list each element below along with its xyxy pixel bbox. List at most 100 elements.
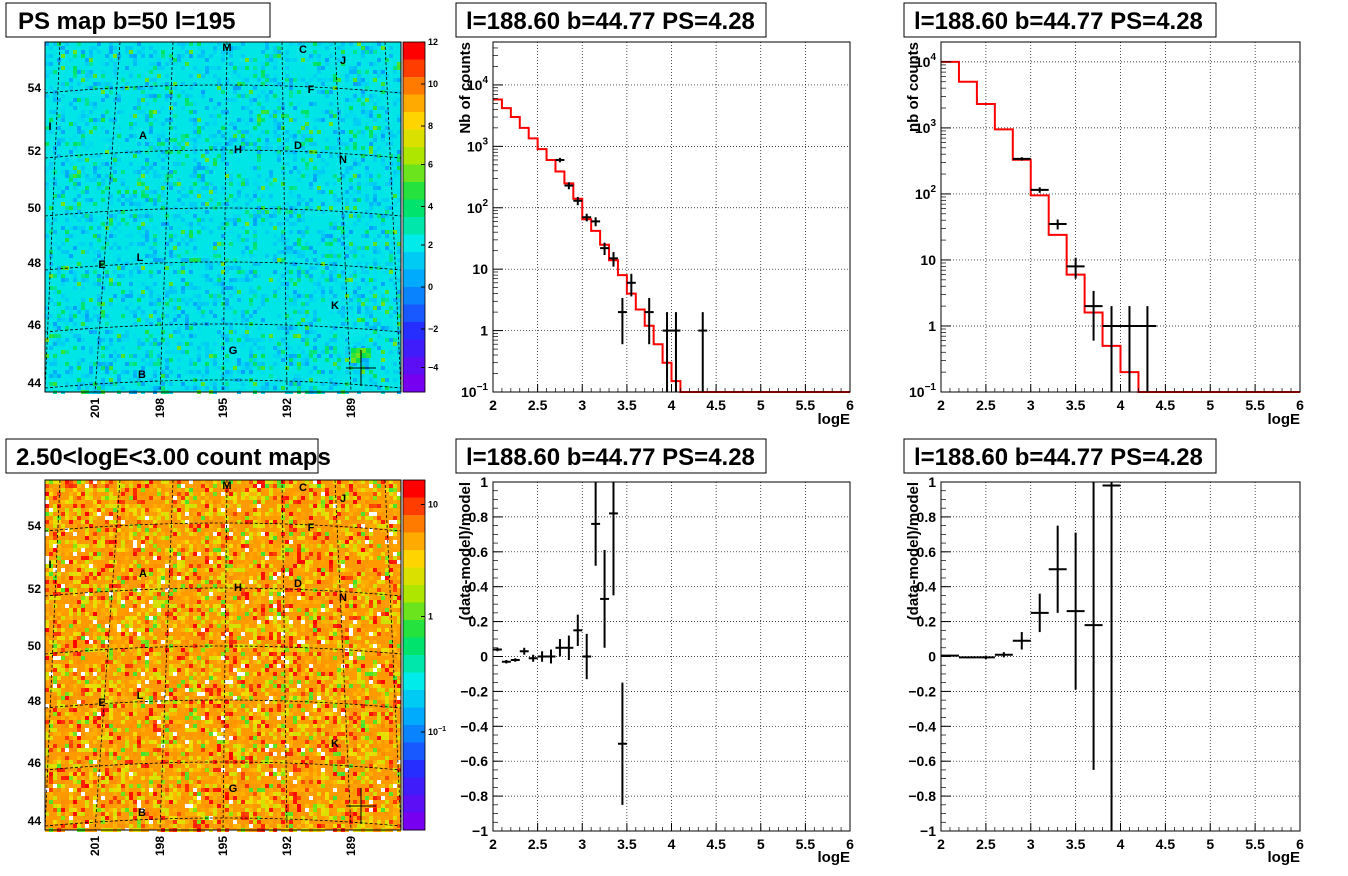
map1-cell: [117, 382, 121, 386]
map1-cell: [197, 386, 201, 390]
map1-cell: [309, 102, 313, 106]
map1-cell: [209, 54, 213, 58]
map1-cell: [105, 186, 109, 190]
map1-cell: [337, 78, 341, 82]
map1-cell: [137, 110, 141, 114]
map1-cell: [185, 246, 189, 250]
map1-cell: [301, 378, 305, 382]
map1-cell: [381, 46, 385, 50]
map1-cell: [101, 366, 105, 370]
map1-cell: [393, 102, 397, 106]
map2-cell: [221, 572, 225, 576]
map1-cell: [77, 98, 81, 102]
map1-cell: [53, 198, 57, 202]
map1-cell: [361, 154, 365, 158]
map2-cell: [85, 524, 89, 528]
map1-cell: [213, 358, 217, 362]
count-map-title: 2.50<logE<3.00 count maps: [16, 444, 331, 471]
map1-cell: [313, 102, 317, 106]
map1-cell: [173, 102, 177, 106]
map1-cell: [249, 338, 253, 342]
map1-cell: [77, 202, 81, 206]
map1-cell: [193, 82, 197, 86]
p2-point-6: [609, 252, 618, 267]
map2-cell: [161, 568, 165, 572]
map1-cell: [385, 130, 389, 134]
map1-cell: [81, 142, 85, 146]
map2-cell: [261, 556, 265, 560]
map1-cell: [253, 254, 257, 258]
map1-cell: [249, 110, 253, 114]
map2-cell: [261, 536, 265, 540]
map1-cell: [261, 74, 265, 78]
map1-cell: [149, 286, 153, 290]
map2-cell: [333, 508, 337, 512]
map1-cell: [45, 166, 49, 170]
map2-cell: [317, 484, 321, 488]
map1-cell: [77, 130, 81, 134]
map1-cell: [385, 58, 389, 62]
map1-cell: [173, 170, 177, 174]
map1-cell: [133, 334, 137, 338]
map1-cell: [277, 258, 281, 262]
map1-cell: [129, 122, 133, 126]
map1-cell: [381, 170, 385, 174]
map1-cell: [265, 294, 269, 298]
map2-cell: [157, 528, 161, 532]
map2-cell: [201, 484, 205, 488]
map2-cell: [329, 532, 333, 536]
map2-cell: [73, 548, 77, 552]
map1-cell: [321, 262, 325, 266]
map1-cell: [129, 294, 133, 298]
map1-cell: [49, 70, 53, 74]
map1-cell: [45, 58, 49, 62]
map1-cell: [297, 218, 301, 222]
map2-cell: [105, 528, 109, 532]
map2-cell: [273, 488, 277, 492]
map1-cell: [265, 58, 269, 62]
map1-cell: [121, 162, 125, 166]
map1-cell: [157, 230, 161, 234]
map1-cell: [205, 226, 209, 230]
map1-cell: [101, 90, 105, 94]
map1-cell: [125, 322, 129, 326]
map1-cell: [221, 126, 225, 130]
map1-cell: [193, 362, 197, 366]
map2-cell: [253, 480, 257, 484]
map1-cell: [369, 178, 373, 182]
map1-cell: [345, 98, 349, 102]
map2-cell: [281, 488, 285, 492]
map1-cell: [397, 246, 401, 250]
map2-cell: [201, 568, 205, 572]
map2-cell: [153, 536, 157, 540]
map2-cell: [229, 504, 233, 508]
map1-cell: [53, 242, 57, 246]
map1-cell: [337, 274, 341, 278]
map2-cell: [233, 576, 237, 580]
map1-cell: [149, 214, 153, 218]
map2-cell: [197, 548, 201, 552]
map2-cell: [69, 504, 73, 508]
map1-cell: [141, 110, 145, 114]
map1-cell: [153, 98, 157, 102]
map1-cell: [169, 234, 173, 238]
map1-cell: [265, 82, 269, 86]
map1-cell: [293, 118, 297, 122]
map1-cell: [93, 250, 97, 254]
map1-cell: [261, 334, 265, 338]
map1-cell: [149, 130, 153, 134]
map1-cell: [141, 342, 145, 346]
map1-cell: [197, 222, 201, 226]
map2-cell: [117, 536, 121, 540]
map1-cell: [289, 230, 293, 234]
map1-cell: [209, 218, 213, 222]
map1-cell: [49, 54, 53, 58]
map1-cell: [365, 298, 369, 302]
map1-cell: [293, 106, 297, 110]
map1-cell: [125, 294, 129, 298]
map2-cell: [181, 548, 185, 552]
counts-sel-title-box: [455, 2, 767, 38]
map2-cell: [133, 512, 137, 516]
map1-cell: [209, 170, 213, 174]
map2-cell: [109, 480, 113, 484]
